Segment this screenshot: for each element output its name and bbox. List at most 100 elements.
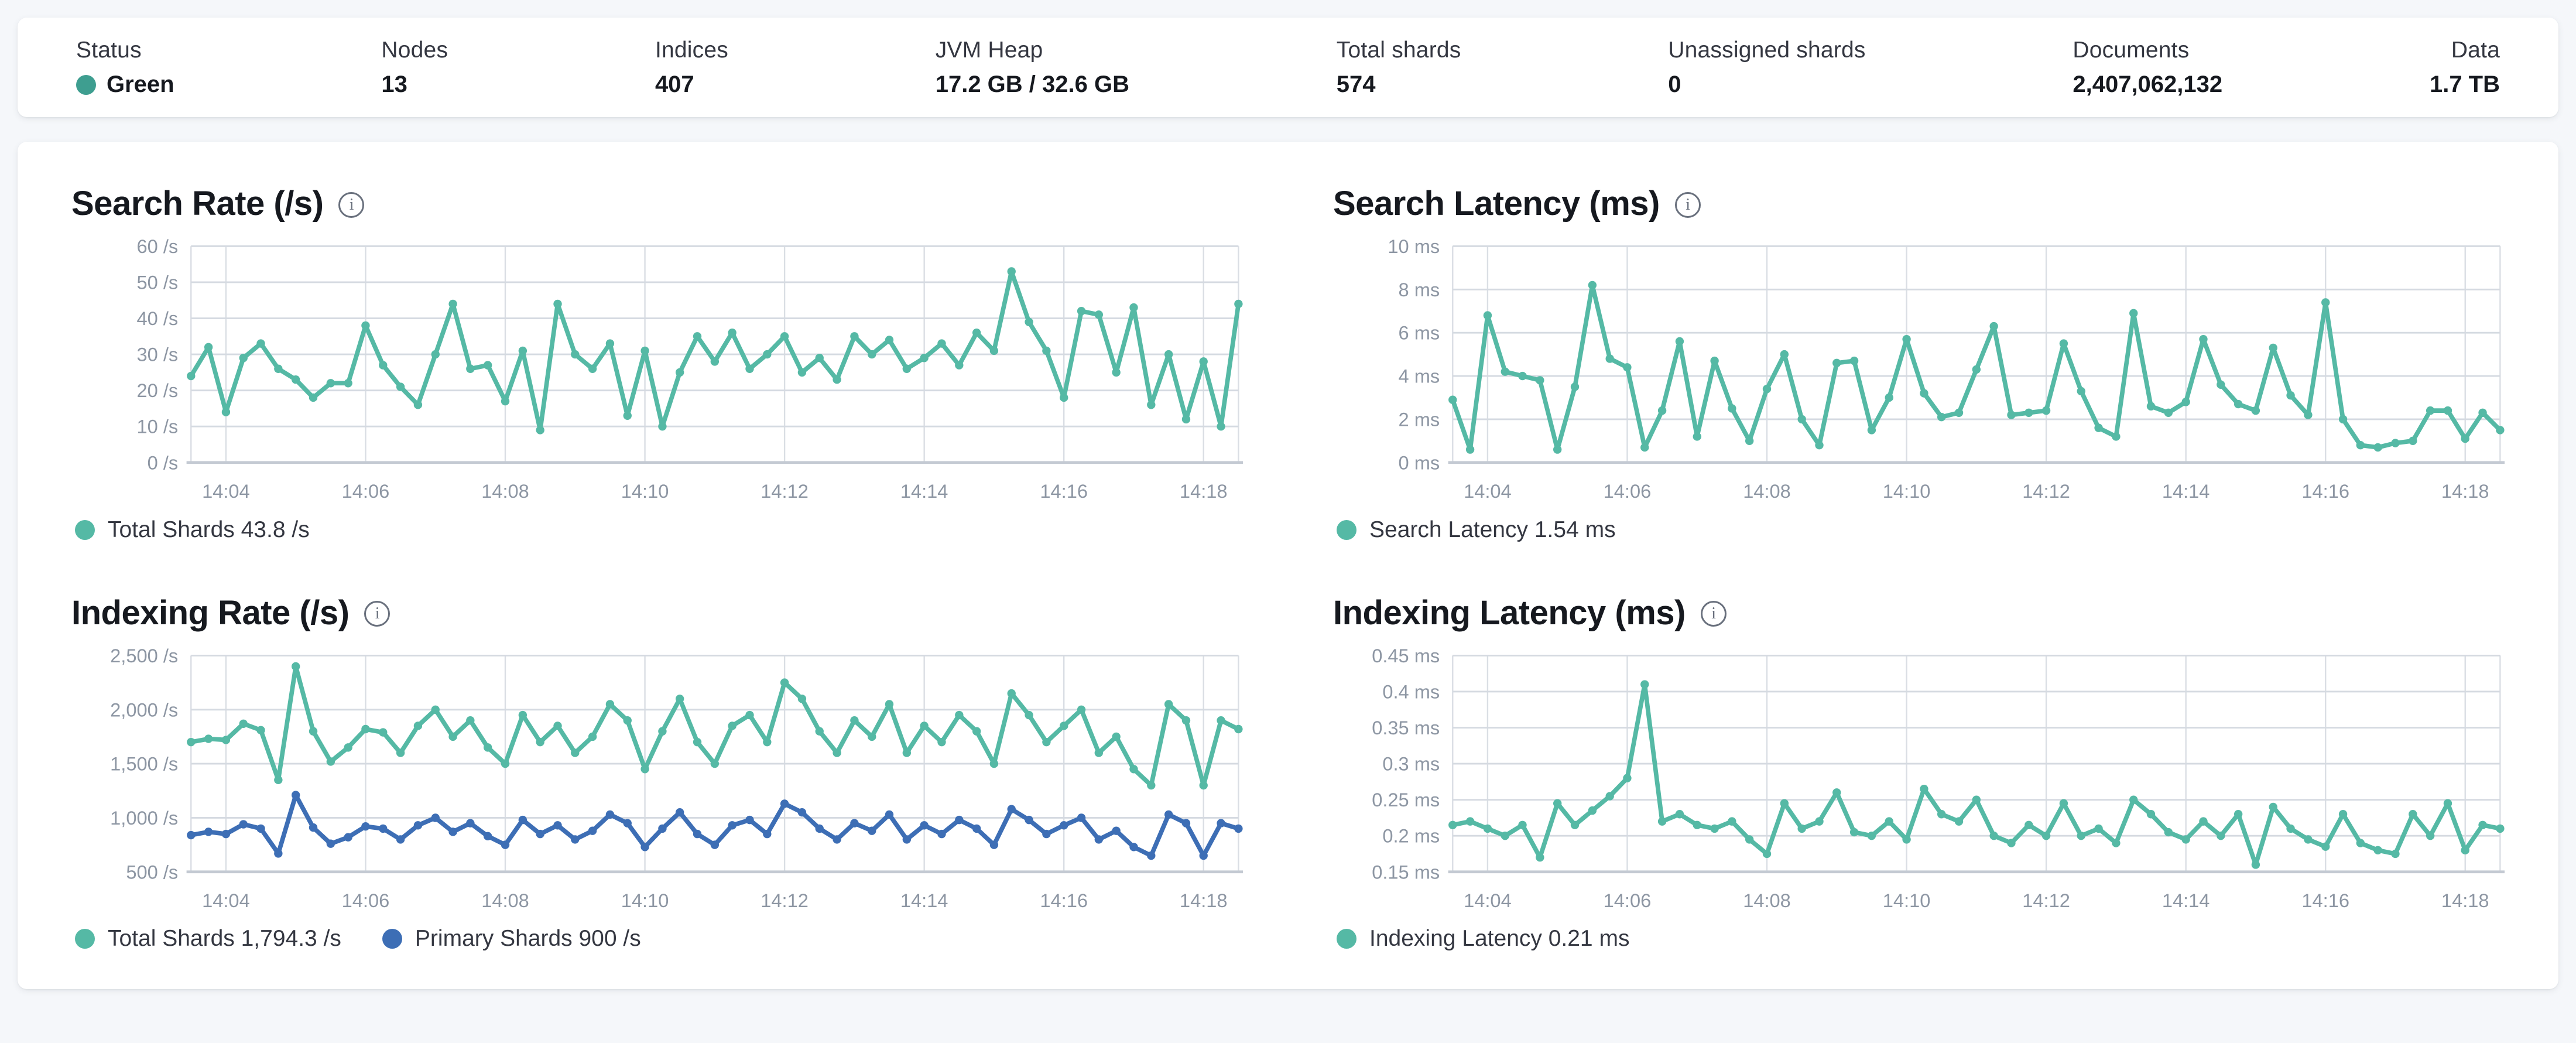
x-axis-tick-label: 14:04 (1464, 480, 1512, 502)
chart-title-text: Indexing Latency (ms) (1333, 593, 1686, 632)
legend-item[interactable]: Search Latency 1.54 ms (1337, 517, 1616, 543)
data-point (693, 332, 702, 341)
search-rate-plot[interactable]: 14:04 14:06 14:08 14:10 14:12 14:14 14:16 14:18… (70, 238, 1244, 505)
data-point (431, 350, 440, 359)
data-point (902, 835, 912, 844)
x-axis-tick-label: 14:08 (1743, 480, 1791, 502)
data-point (2234, 809, 2243, 819)
data-point (256, 824, 265, 833)
data-point (2356, 839, 2365, 847)
data-point (1588, 281, 1597, 290)
data-point (1745, 436, 1754, 446)
data-point (623, 411, 632, 420)
data-point (1867, 831, 1876, 840)
data-point (309, 823, 318, 832)
data-point (309, 727, 318, 736)
x-axis-tick-label: 14:16 (1040, 890, 1088, 911)
data-point (1570, 820, 1580, 829)
data-point (221, 829, 231, 838)
legend-item[interactable]: Primary Shards 900 /s (382, 926, 641, 952)
data-point (989, 759, 999, 768)
data-point (885, 699, 894, 709)
data-point (2356, 441, 2365, 450)
stat-label: Data (2451, 37, 2500, 63)
data-point (1077, 307, 1086, 316)
data-point (518, 346, 527, 355)
data-point (2426, 831, 2435, 840)
data-point (1954, 408, 1964, 417)
data-point (780, 799, 789, 808)
data-point (1605, 354, 1614, 363)
data-point (518, 815, 527, 824)
x-axis-tick-label: 14:12 (2022, 480, 2070, 502)
info-icon[interactable]: i (338, 191, 365, 218)
data-point (1937, 809, 1946, 819)
legend-color-dot-icon (1337, 519, 1356, 540)
data-point (1728, 817, 1736, 826)
legend-label: Total Shards 1,794.3 /s (108, 926, 341, 952)
data-point (1025, 710, 1033, 719)
data-point (955, 710, 964, 719)
y-axis-tick-label: 1,500 /s (110, 753, 178, 774)
stat-documents: Documents 2,407,062,132 (2073, 37, 2222, 117)
data-point (326, 839, 335, 848)
data-point (605, 699, 615, 709)
info-icon[interactable]: i (364, 601, 390, 627)
stat-data-size: Data 1.7 TB (2430, 37, 2500, 117)
data-point (2007, 839, 2016, 847)
legend-label: Total Shards 43.8 /s (108, 517, 310, 542)
data-point (588, 364, 597, 373)
data-point (536, 829, 544, 838)
data-point (204, 734, 213, 743)
data-point (1199, 851, 1208, 860)
data-point (1129, 842, 1138, 852)
data-point (640, 842, 649, 852)
data-point (2338, 415, 2348, 424)
data-point (448, 299, 457, 309)
data-point (763, 350, 772, 359)
indexing-rate-plot[interactable]: 14:04 14:06 14:08 14:10 14:12 14:14 14:16 14:18… (70, 648, 1244, 915)
indexing-latency-plot[interactable]: 14:04 14:06 14:08 14:10 14:12 14:14 14:16 14:18… (1332, 648, 2506, 915)
data-point (361, 321, 370, 330)
x-axis-tick-label: 14:12 (761, 480, 809, 502)
data-point (2496, 426, 2505, 435)
data-point (2077, 831, 2085, 840)
y-axis-tick-label: 40 /s (137, 307, 179, 329)
data-point (1536, 376, 1544, 385)
data-point (1657, 817, 1667, 826)
data-point (344, 833, 352, 842)
info-icon[interactable]: i (1674, 191, 1701, 218)
data-point (2373, 846, 2382, 854)
stat-label: Status (76, 37, 142, 63)
y-axis-tick-label: 0.15 ms (1372, 861, 1440, 883)
data-point (1885, 393, 1893, 402)
legend: Total Shards 1,794.3 /s Primary Shards 90… (75, 926, 1244, 952)
data-point (1112, 826, 1121, 835)
data-point (2059, 799, 2068, 808)
data-point (2059, 339, 2068, 348)
data-point (710, 840, 720, 849)
data-point (1588, 806, 1597, 815)
legend-item[interactable]: Total Shards 43.8 /s (75, 517, 310, 543)
legend-item[interactable]: Indexing Latency 0.21 ms (1337, 926, 1629, 952)
data-point (658, 422, 667, 431)
data-point (1112, 732, 1121, 741)
x-axis-tick-label: 14:08 (481, 890, 529, 911)
data-point (1902, 835, 1911, 844)
data-point (344, 379, 352, 388)
data-point (1710, 824, 1719, 833)
data-point (1989, 831, 1998, 840)
data-point (675, 808, 684, 817)
data-point (1553, 799, 1562, 808)
info-icon[interactable]: i (1700, 601, 1727, 627)
data-point (553, 299, 562, 309)
y-axis-tick-label: 20 /s (137, 379, 179, 401)
search-latency-plot[interactable]: 14:04 14:06 14:08 14:10 14:12 14:14 14:16 14:18… (1332, 238, 2506, 505)
data-point (710, 759, 720, 768)
legend-item[interactable]: Total Shards 1,794.3 /s (75, 926, 341, 952)
data-point (2112, 432, 2121, 441)
stat-status: Status Green (76, 37, 174, 117)
data-point (763, 829, 772, 838)
data-point (2496, 824, 2505, 833)
x-axis-tick-label: 14:04 (202, 480, 250, 502)
